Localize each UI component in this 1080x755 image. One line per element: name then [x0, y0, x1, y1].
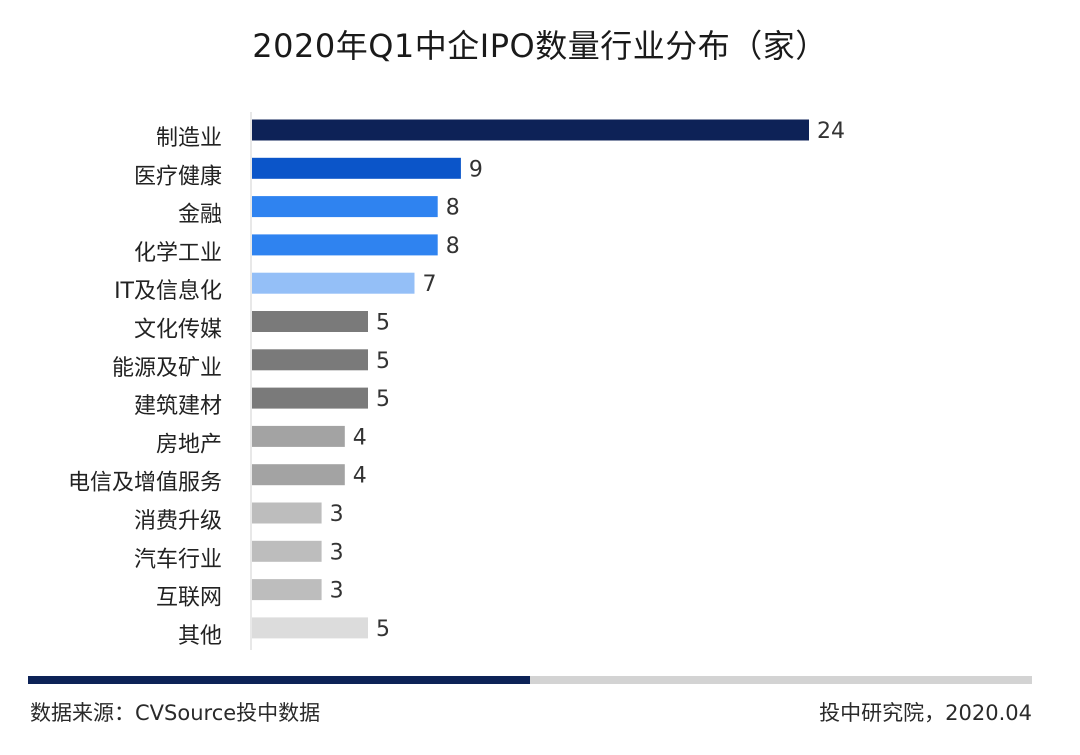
bars-group: 制造业 24 医疗健康 9 金融 8 化学工业 8 IT及信息化 7 文化传媒 5 能源及矿业 5 建筑建材… — [68, 119, 845, 649]
category-label: 其他 — [178, 624, 222, 649]
bar — [252, 540, 322, 562]
category-label: IT及信息化 — [114, 279, 222, 304]
value-label: 5 — [376, 349, 390, 374]
bar — [252, 425, 345, 447]
bar — [252, 196, 438, 218]
bar — [252, 617, 368, 639]
value-label: 7 — [423, 272, 437, 297]
bar — [252, 464, 345, 486]
category-label: 建筑建材 — [134, 394, 222, 419]
bar — [252, 119, 809, 141]
footer-divider-accent — [28, 676, 530, 684]
footer-source: 数据来源：CVSource投中数据 — [30, 701, 321, 725]
category-label: 制造业 — [156, 126, 222, 151]
bar — [252, 234, 438, 256]
category-label: 化学工业 — [134, 241, 222, 266]
category-label: 消费升级 — [134, 509, 222, 534]
value-label: 8 — [446, 234, 460, 259]
value-label: 5 — [376, 387, 390, 412]
footer-credit: 投中研究院，2020.04 — [819, 701, 1032, 725]
footer-divider — [28, 676, 1032, 684]
category-label: 医疗健康 — [134, 164, 222, 189]
category-label: 互联网 — [156, 586, 222, 611]
value-label: 8 — [446, 196, 460, 221]
value-label: 3 — [330, 502, 344, 527]
bar — [252, 502, 322, 524]
value-label: 5 — [376, 617, 390, 642]
category-label: 文化传媒 — [134, 318, 222, 343]
category-label: 电信及增值服务 — [68, 471, 222, 496]
category-label: 金融 — [178, 203, 222, 228]
value-label: 3 — [330, 540, 344, 565]
bar — [252, 272, 415, 294]
category-label: 房地产 — [156, 432, 222, 457]
bar — [252, 579, 322, 601]
value-label: 4 — [353, 464, 367, 489]
value-label: 9 — [469, 157, 483, 182]
category-label: 汽车行业 — [134, 547, 222, 572]
value-label: 4 — [353, 425, 367, 450]
chart-title: 2020年Q1中企IPO数量行业分布（家） — [252, 27, 828, 65]
value-label: 3 — [330, 579, 344, 604]
bar — [252, 311, 368, 332]
bar — [252, 349, 368, 371]
value-label: 24 — [817, 119, 845, 144]
value-label: 5 — [376, 311, 390, 336]
category-label: 能源及矿业 — [112, 356, 222, 381]
bar — [252, 157, 461, 179]
bar — [252, 387, 368, 409]
